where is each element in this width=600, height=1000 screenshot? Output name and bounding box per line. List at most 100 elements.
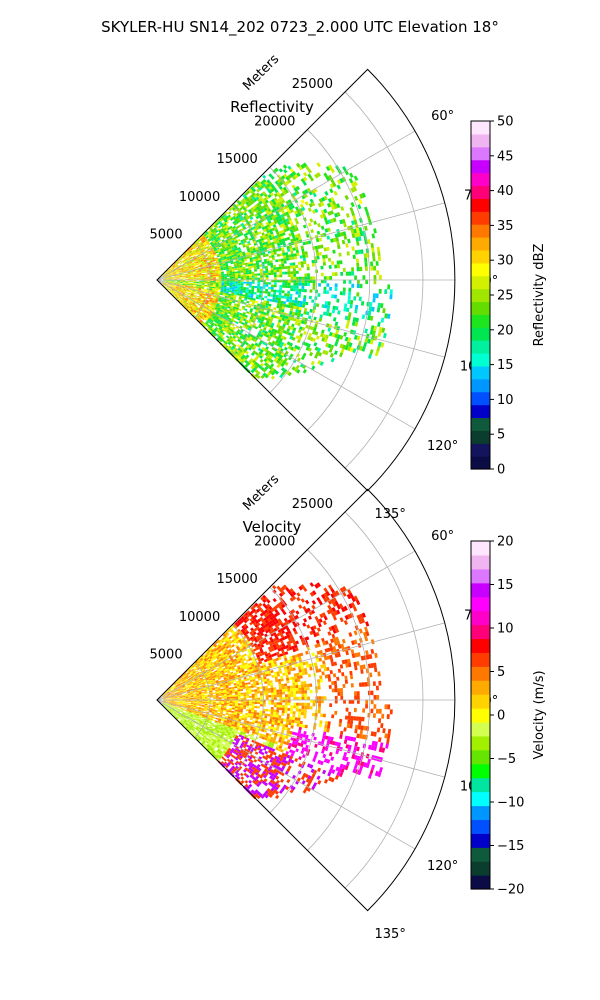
radar-cell [201,234,204,238]
radar-cell [250,263,254,266]
radar-cell [202,282,205,284]
radar-cell [208,301,212,304]
radar-cell [251,196,256,200]
radar-cell [243,281,247,284]
radar-cell [228,267,232,270]
radar-cell [245,341,249,346]
radar-cell [323,286,327,291]
radar-cell [193,310,197,313]
radar-cell [214,228,218,232]
radar-cell [215,317,219,321]
radar-cell [342,291,346,296]
radar-cell [295,291,299,295]
radar-cell [191,249,195,252]
radar-cell [283,336,287,341]
radar-cell [185,283,188,285]
radar-cell [177,276,180,278]
radar-cell [288,206,293,211]
radar-cell [212,317,216,320]
radar-cell [248,336,253,340]
radar-cell [182,255,186,259]
radar-cell [286,220,291,225]
radar-cell [236,352,240,357]
radar-cell [238,320,243,324]
radar-cell [277,357,282,362]
radar-cell [177,268,181,271]
radar-cell [282,186,287,191]
radar-cell [232,315,236,319]
radar-cell [236,313,240,317]
radar-cell [246,361,251,366]
radar-cell [193,700,197,702]
radar-cell [215,286,219,288]
radar-cell [257,273,261,276]
radar-cell [285,254,289,258]
radar-cell [294,224,298,229]
radar-cell [297,329,302,334]
radar-cell [168,281,172,283]
radar-cell [211,292,215,295]
radar-cell [203,247,207,250]
radar-cell [239,349,243,353]
radar-cell [275,199,279,204]
radar-cell [299,300,303,305]
radar-cell [189,250,192,253]
radar-cell [270,330,275,335]
radar-cell [281,247,285,251]
radar-cell [223,286,227,289]
radar-cell [221,312,225,315]
radar-cell [215,235,219,239]
radar-cell [277,297,281,301]
radar-cell [284,252,289,256]
radar-cell [183,256,186,259]
radar-cell [170,290,174,293]
radar-cell [204,702,208,705]
radar-cell [188,283,191,285]
radar-cell [180,267,183,269]
radar-cell [249,345,254,349]
radar-cell [193,280,197,282]
radar-cell [224,219,228,223]
radar-cell [250,365,255,370]
radar-cell [207,327,211,331]
radar-cell [195,241,199,245]
radar-cell [188,280,191,282]
radar-cell [256,290,260,293]
radar-cell [226,270,230,273]
radar-cell [290,326,294,331]
radar-cell [162,283,165,286]
radar-cell [294,344,298,349]
radar-cell [183,252,187,256]
radar-cell [196,315,199,319]
radar-cell [222,253,226,256]
radar-cell [190,300,194,303]
radar-cell [234,233,238,237]
radar-cell [211,322,215,326]
radar-cell [220,227,224,231]
radar-cell [166,281,169,282]
radar-cell [206,311,210,315]
radar-cell [168,284,171,286]
radar-cell [377,251,381,257]
radar-cell [204,309,208,312]
radar-cell [251,200,256,204]
radar-cell [268,270,271,273]
radar-cell [226,324,231,328]
radar-cell [280,258,284,262]
radar-cell [270,316,274,321]
radar-cell [189,267,192,270]
radar-cell [171,277,175,278]
radar-cell [168,288,172,291]
radar-cell [166,278,169,279]
radar-cell [223,289,227,292]
radar-cell [252,363,257,368]
colorbar-tick-label: 35 [497,219,514,234]
radar-cell [209,267,212,269]
radar-cell [179,275,183,277]
radar-cell [250,213,255,217]
radar-cell [175,293,179,296]
radar-cell [293,279,297,283]
radar-cell [194,299,197,302]
radar-cell [240,269,244,272]
radar-cell [202,264,206,267]
